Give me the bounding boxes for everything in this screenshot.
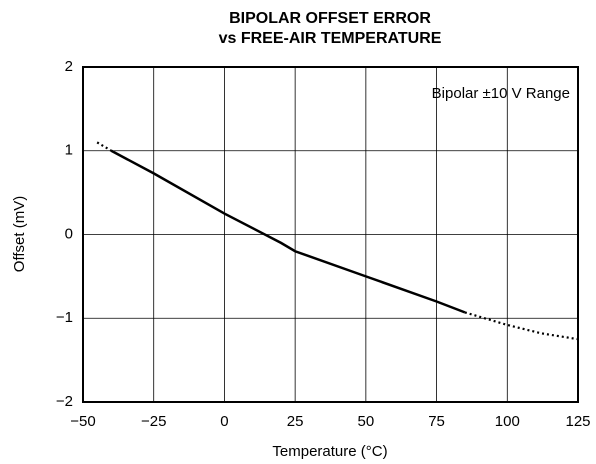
x-tick-label: −50 <box>70 413 95 430</box>
y-axis-label: Offset (mV) <box>11 196 28 272</box>
x-tick-label: 25 <box>287 413 304 430</box>
x-tick-label: 125 <box>565 413 590 430</box>
y-tick-label: 2 <box>65 58 73 75</box>
chart-title: BIPOLAR OFFSET ERROR <box>229 10 431 27</box>
chart-title: vs FREE-AIR TEMPERATURE <box>219 30 442 47</box>
x-tick-label: −25 <box>141 413 166 430</box>
y-tick-label: 0 <box>65 225 73 242</box>
x-tick-label: 50 <box>358 413 375 430</box>
plot-frame <box>82 66 579 403</box>
y-tick-label: −2 <box>56 393 73 410</box>
data-line <box>110 149 466 314</box>
y-tick-label: −1 <box>56 309 73 326</box>
x-tick-label: 75 <box>428 413 445 430</box>
y-tick-label: 1 <box>65 142 73 159</box>
x-tick-label: 0 <box>220 413 228 430</box>
x-tick-label: 100 <box>495 413 520 430</box>
annotation: Bipolar ±10 V Range <box>432 85 570 102</box>
x-axis-label: Temperature (°C) <box>272 443 387 460</box>
data-line <box>96 141 579 341</box>
